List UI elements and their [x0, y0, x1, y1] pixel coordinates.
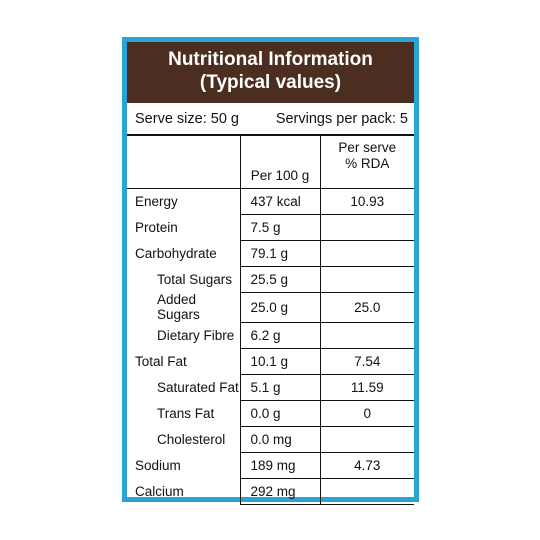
rda-value: 0 [320, 399, 414, 427]
nutrient-name: Cholesterol [157, 431, 226, 447]
per100-value: 10.1 g [239, 347, 321, 375]
table-row: Dietary Fibre 6.2 g [127, 321, 414, 349]
per100-value: 292 mg [239, 477, 321, 505]
nutrition-label-inner: Nutritional Information (Typical values)… [127, 42, 414, 505]
table-row: Calcium 292 mg [127, 477, 414, 505]
nutrition-header: Nutritional Information (Typical values) [127, 42, 414, 103]
table-row: Total Fat 10.1 g 7.54 [127, 347, 414, 375]
nutrient-name: Protein [135, 219, 178, 235]
per100-value: 189 mg [239, 451, 321, 479]
serve-size: Serve size: 50 g [135, 111, 239, 127]
title-line1: Nutritional Information [168, 49, 373, 70]
serving-info: Serve size: 50 g Servings per pack: 5 [127, 103, 414, 136]
table-row: Saturated Fat 5.1 g 11.59 [127, 373, 414, 401]
per100-value: 0.0 g [239, 399, 321, 427]
nutrient-name: Energy [127, 187, 240, 214]
per100-value: 79.1 g [239, 239, 321, 267]
per100-value: 25.0 g [239, 291, 321, 323]
per100-value: 6.2 g [239, 321, 321, 349]
rda-value [320, 321, 414, 349]
table-header-row: Per 100 g Per serve % RDA [127, 136, 414, 188]
table-row: Carbohydrate 79.1 g [127, 239, 414, 267]
table-row: Total Sugars 25.5 g [127, 265, 414, 293]
rda-value [320, 425, 414, 453]
per100-value: 0.0 mg [239, 425, 321, 453]
rda-value [320, 477, 414, 505]
rda-value [320, 213, 414, 241]
rda-value: 25.0 [320, 291, 414, 323]
table-row: Protein 7.5 g [127, 213, 414, 241]
rda-value [320, 239, 414, 267]
per100-value: 5.1 g [239, 373, 321, 401]
servings-per-pack: Servings per pack: 5 [275, 111, 408, 127]
table-row: Energy 437 kcal 10.93 [127, 187, 414, 215]
nutrient-name: Total Sugars [157, 271, 233, 287]
per100-value: 7.5 g [239, 213, 321, 241]
header-rda: Per serve % RDA [320, 136, 414, 188]
nutrient-name: Total Fat [135, 353, 187, 369]
table-row: Sodium 189 mg 4.73 [127, 451, 414, 479]
per100-value: 437 kcal [239, 187, 321, 215]
nutrient-name: Added Sugars [157, 292, 200, 322]
rda-value: 4.73 [320, 451, 414, 479]
nutrient-name: Saturated Fat [157, 379, 239, 395]
rda-value: 11.59 [320, 373, 414, 401]
nutrition-table: Per 100 g Per serve % RDA Energy 437 kcal… [127, 136, 414, 505]
nutrient-name: Dietary Fibre [157, 327, 235, 343]
rda-value: 10.93 [320, 187, 414, 215]
rda-value: 7.54 [320, 347, 414, 375]
per100-value: 25.5 g [239, 265, 321, 293]
title-line2: (Typical values) [199, 72, 342, 93]
table-row: Added Sugars 25.0 g 25.0 [127, 291, 414, 323]
nutrient-name: Carbohydrate [135, 245, 217, 261]
nutrient-name: Trans Fat [157, 405, 215, 421]
table-row: Cholesterol 0.0 mg [127, 425, 414, 453]
nutrient-name: Calcium [135, 483, 184, 499]
header-blank [127, 136, 240, 188]
header-rda-line1: Per serve [338, 140, 397, 155]
header-rda-line2: % RDA [345, 156, 390, 171]
rda-value [320, 265, 414, 293]
nutrient-name: Sodium [135, 457, 181, 473]
header-per100: Per 100 g [239, 136, 321, 188]
nutrition-label: Nutritional Information (Typical values)… [122, 37, 419, 505]
